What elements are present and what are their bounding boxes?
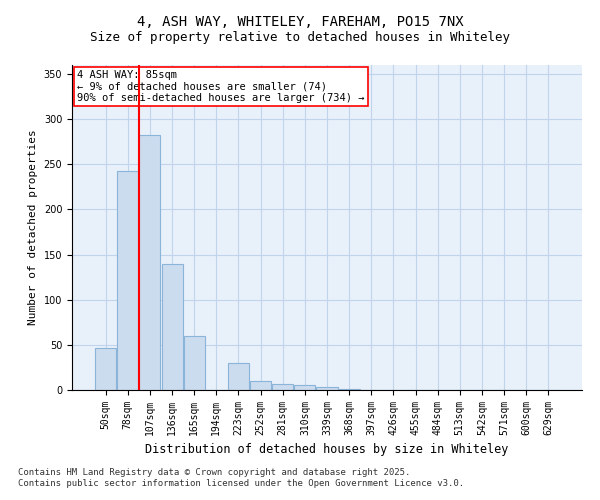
Bar	[316, 388, 338, 390]
Bar	[139, 134, 160, 390]
Bar	[95, 348, 116, 390]
Text: 4, ASH WAY, WHITELEY, FAREHAM, PO15 7NX: 4, ASH WAY, WHITELEY, FAREHAM, PO15 7NX	[137, 16, 463, 30]
Text: 4 ASH WAY: 85sqm
← 9% of detached houses are smaller (74)
90% of semi-detached h: 4 ASH WAY: 85sqm ← 9% of detached houses…	[77, 70, 365, 103]
Text: Size of property relative to detached houses in Whiteley: Size of property relative to detached ho…	[90, 31, 510, 44]
Bar	[295, 386, 316, 390]
Bar	[118, 170, 139, 390]
X-axis label: Distribution of detached houses by size in Whiteley: Distribution of detached houses by size …	[145, 444, 509, 456]
Bar	[250, 381, 271, 390]
Bar	[272, 384, 293, 390]
Bar	[338, 389, 359, 390]
Y-axis label: Number of detached properties: Number of detached properties	[28, 130, 38, 326]
Text: Contains HM Land Registry data © Crown copyright and database right 2025.
Contai: Contains HM Land Registry data © Crown c…	[18, 468, 464, 487]
Bar	[184, 336, 205, 390]
Bar	[161, 264, 182, 390]
Bar	[228, 363, 249, 390]
